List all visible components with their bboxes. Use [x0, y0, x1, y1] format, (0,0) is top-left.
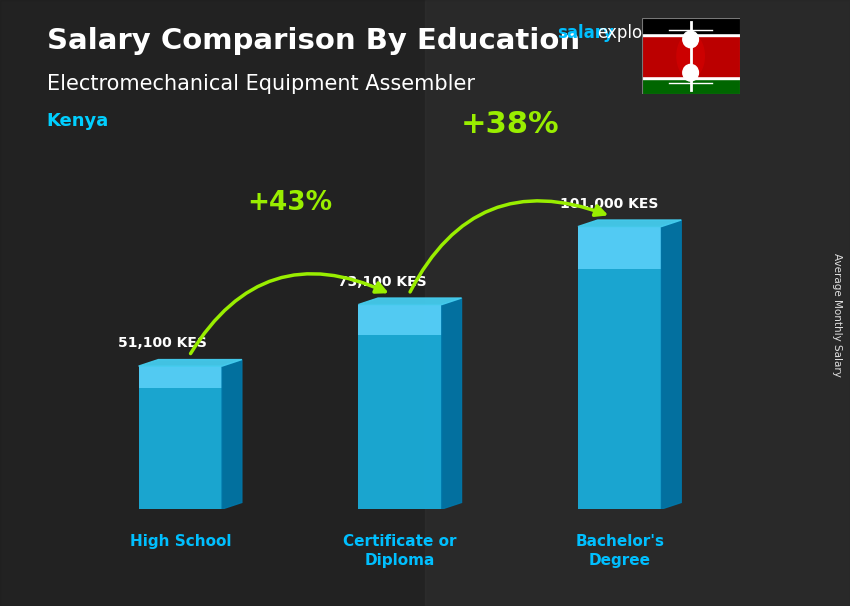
Polygon shape	[442, 298, 462, 509]
Text: Kenya: Kenya	[47, 112, 109, 130]
Text: Salary Comparison By Education: Salary Comparison By Education	[47, 27, 580, 55]
Polygon shape	[578, 220, 681, 227]
Text: +38%: +38%	[461, 110, 559, 139]
Text: +43%: +43%	[247, 190, 332, 216]
Bar	[642, 79, 740, 94]
FancyBboxPatch shape	[139, 366, 222, 388]
Ellipse shape	[683, 31, 699, 48]
FancyBboxPatch shape	[139, 388, 222, 509]
Bar	[642, 18, 740, 33]
FancyBboxPatch shape	[578, 227, 661, 269]
Bar	[642, 36, 740, 76]
Text: explorer.com: explorer.com	[598, 24, 706, 42]
Text: Electromechanical Equipment Assembler: Electromechanical Equipment Assembler	[47, 74, 475, 94]
Text: 101,000 KES: 101,000 KES	[559, 197, 658, 211]
Polygon shape	[359, 298, 462, 305]
Ellipse shape	[677, 34, 705, 78]
Bar	[0, 0, 425, 606]
Polygon shape	[661, 220, 681, 509]
Text: salary: salary	[557, 24, 614, 42]
Text: 73,100 KES: 73,100 KES	[338, 275, 427, 289]
Text: Average Monthly Salary: Average Monthly Salary	[832, 253, 842, 377]
Bar	[425, 0, 850, 606]
Ellipse shape	[683, 64, 699, 81]
FancyBboxPatch shape	[359, 305, 442, 335]
Bar	[642, 33, 740, 36]
Polygon shape	[222, 359, 242, 509]
FancyBboxPatch shape	[578, 269, 661, 509]
FancyBboxPatch shape	[359, 335, 442, 509]
Text: High School: High School	[129, 534, 231, 550]
Text: 51,100 KES: 51,100 KES	[118, 336, 207, 350]
Bar	[642, 76, 740, 79]
Text: Bachelor's
Degree: Bachelor's Degree	[575, 534, 664, 568]
Text: Certificate or
Diploma: Certificate or Diploma	[343, 534, 456, 568]
Polygon shape	[139, 359, 242, 366]
